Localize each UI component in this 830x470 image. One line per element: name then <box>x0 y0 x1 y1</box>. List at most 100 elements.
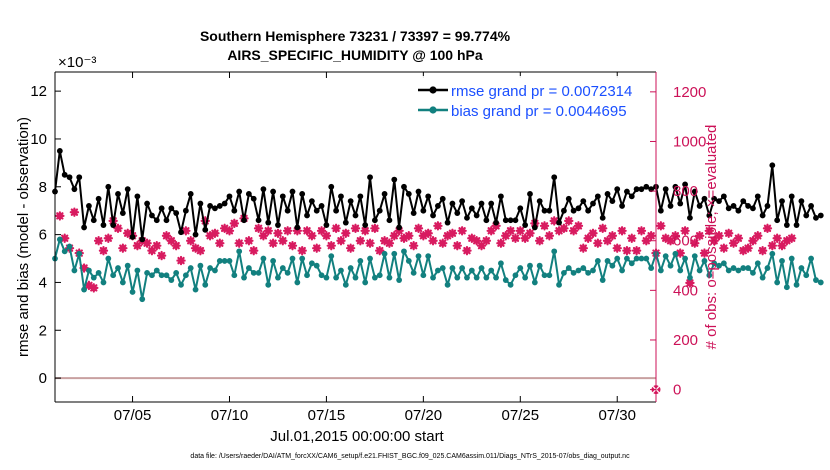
obs-evaluated-marker <box>224 226 235 236</box>
rmse-point <box>434 203 441 209</box>
obs-evaluated-marker <box>292 226 303 236</box>
y-ticks-right: 0 200 400 600 800 1000 1200 <box>650 84 706 399</box>
bias-point <box>769 250 776 257</box>
bias-point <box>56 236 63 243</box>
rmse-point <box>163 217 170 224</box>
bias-point <box>178 281 184 288</box>
bias-point <box>691 253 698 260</box>
rmse-point <box>706 212 713 219</box>
obs-evaluated-marker <box>452 240 462 251</box>
bias-point <box>803 272 810 279</box>
bias-point <box>531 279 538 286</box>
rmse-point <box>556 219 562 226</box>
bias-point <box>129 289 136 295</box>
rmse-point <box>110 222 117 228</box>
bias-point <box>570 269 577 276</box>
bias-point <box>318 272 325 279</box>
bias-point <box>488 267 495 274</box>
rmse-point <box>260 186 267 193</box>
legend-rmse-label: rmse grand pr = 0.0072314 <box>451 83 632 100</box>
obs-evaluated-marker <box>665 236 676 246</box>
obs-evaluated-marker <box>762 223 773 234</box>
y-right-tick-label: 200 <box>673 332 698 349</box>
rmse-point <box>614 186 621 193</box>
bias-point <box>362 279 369 286</box>
rmse-point <box>405 191 412 197</box>
bias-point <box>648 265 655 271</box>
bias-point <box>468 267 475 274</box>
bias-point <box>439 265 446 271</box>
obs-evaluated-marker <box>132 240 143 251</box>
rmse-point <box>750 205 756 212</box>
obs-evaluated-marker <box>399 233 409 243</box>
rmse-point <box>401 183 407 190</box>
rmse-point <box>221 200 228 207</box>
rmse-point <box>580 198 587 205</box>
y-right-tick-label: 1200 <box>673 84 706 101</box>
rmse-point <box>270 188 277 195</box>
y-ticks-left: 0 2 4 6 8 10 12 <box>30 83 61 387</box>
obs-evaluated-marker <box>210 228 220 238</box>
rmse-point <box>187 191 194 197</box>
bias-point <box>454 274 461 281</box>
bias-point <box>212 267 218 274</box>
obs-evaluated-marker <box>312 243 322 253</box>
obs-evaluated-marker <box>355 236 366 246</box>
bias-point <box>575 267 582 274</box>
obs-evaluated-marker <box>205 231 215 241</box>
bias-point <box>367 255 373 262</box>
rmse-point <box>701 195 708 202</box>
obs-evaluated-marker <box>748 236 758 246</box>
y-tick-label: 6 <box>39 227 47 244</box>
bias-point <box>270 258 277 264</box>
obs-evaluated-marker <box>370 223 380 234</box>
bias-point <box>265 281 272 288</box>
obs-evaluated-marker <box>782 236 792 246</box>
bias-point <box>381 250 388 257</box>
rmse-point <box>168 205 175 212</box>
rmse-point <box>352 212 359 219</box>
bias-point <box>512 272 519 279</box>
rmse-point <box>808 203 814 209</box>
bias-point <box>342 281 349 288</box>
obs-evaluated-marker <box>544 231 555 241</box>
rmse-point <box>783 222 790 228</box>
obs-evaluated-marker <box>467 233 477 243</box>
obs-evaluated-marker <box>113 223 123 234</box>
bias-point <box>657 267 664 274</box>
bias-point <box>168 277 175 283</box>
rmse-point <box>754 193 761 200</box>
rmse-point <box>507 217 514 224</box>
rmse-point <box>294 224 301 231</box>
bias-point <box>371 274 378 281</box>
bias-point <box>696 267 703 274</box>
obs-evaluated-marker <box>738 245 748 256</box>
y-tick-label: 2 <box>39 322 47 339</box>
obs-evaluated-marker <box>724 228 734 238</box>
bias-point <box>599 277 606 283</box>
obs-evaluated-marker <box>273 228 283 238</box>
obs-evaluated-marker <box>714 231 724 241</box>
bias-point <box>590 267 596 274</box>
rmse-point <box>585 207 592 214</box>
obs-evaluated-marker <box>699 248 710 258</box>
bias-point <box>585 269 592 276</box>
obs-evaluated-marker <box>680 226 690 236</box>
bias-point <box>624 255 630 262</box>
rmse-point <box>299 191 306 197</box>
bias-point <box>546 272 553 279</box>
bias-point <box>614 255 621 262</box>
obs-evaluated-marker <box>234 238 244 248</box>
rmse-point <box>459 198 466 205</box>
obs-evaluated-marker <box>190 243 201 253</box>
rmse-point <box>231 207 238 214</box>
bias-point <box>580 265 587 271</box>
bias-point <box>119 279 126 286</box>
bias-point <box>464 274 470 281</box>
obs-evaluated-marker <box>787 233 797 243</box>
rmse-point <box>415 188 422 195</box>
rmse-point <box>284 207 291 214</box>
rmse-point <box>759 212 766 219</box>
bias-point <box>376 272 383 279</box>
